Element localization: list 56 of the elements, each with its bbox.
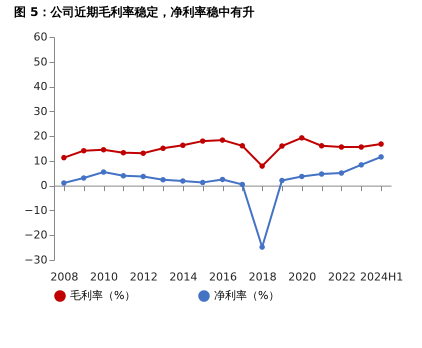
point bbox=[80, 148, 86, 154]
point bbox=[180, 178, 186, 184]
x-tick-label: 2022 bbox=[328, 270, 356, 284]
x-tick-label: 2012 bbox=[130, 270, 158, 284]
y-tick-label: −30 bbox=[24, 254, 48, 266]
point bbox=[378, 154, 384, 160]
point bbox=[180, 142, 186, 148]
legend-label: 净利率（%） bbox=[214, 289, 280, 302]
y-tick-label: 30 bbox=[34, 104, 48, 118]
point bbox=[338, 170, 344, 176]
point bbox=[259, 244, 265, 250]
x-tick-label: 2024H1 bbox=[360, 270, 404, 284]
y-tick-label: 60 bbox=[34, 30, 48, 44]
y-tick-label: −10 bbox=[24, 204, 48, 217]
point bbox=[299, 135, 305, 141]
x-tick-label: 2014 bbox=[169, 270, 198, 284]
point bbox=[220, 137, 226, 143]
legend-label: 毛利率（%） bbox=[70, 289, 136, 302]
x-tick-label: 2018 bbox=[248, 270, 277, 284]
point bbox=[120, 173, 126, 178]
point bbox=[160, 176, 166, 182]
y-tick-label: 20 bbox=[34, 130, 48, 143]
point bbox=[240, 143, 246, 149]
point bbox=[338, 144, 344, 150]
y-tick-label: 50 bbox=[34, 55, 48, 68]
point bbox=[259, 163, 265, 169]
x-tick-label: 2010 bbox=[90, 270, 118, 284]
point bbox=[61, 180, 67, 186]
x-tick-label: 2016 bbox=[209, 270, 237, 284]
y-tick-label: 0 bbox=[40, 179, 48, 192]
point bbox=[100, 169, 106, 175]
point bbox=[358, 162, 364, 168]
point bbox=[120, 150, 126, 156]
point bbox=[279, 143, 285, 149]
point bbox=[299, 174, 305, 180]
point bbox=[80, 175, 86, 181]
y-tick-label: 10 bbox=[34, 154, 48, 168]
x-tick-label: 2020 bbox=[288, 270, 316, 284]
point bbox=[200, 138, 206, 144]
point bbox=[358, 144, 364, 150]
point bbox=[140, 174, 146, 180]
y-tick-label: 40 bbox=[34, 80, 48, 94]
point bbox=[318, 143, 324, 149]
point bbox=[240, 182, 246, 188]
point bbox=[220, 176, 226, 182]
point bbox=[100, 147, 106, 152]
y-tick-label: −20 bbox=[24, 228, 48, 242]
point bbox=[140, 150, 146, 156]
x-tick-label: 2008 bbox=[50, 270, 78, 284]
point bbox=[279, 178, 285, 184]
point bbox=[200, 180, 206, 186]
point bbox=[61, 154, 67, 160]
point bbox=[378, 141, 384, 147]
chart-title: 图 5：公司近期毛利率稳定，净利率稳中有升 bbox=[14, 5, 255, 19]
point bbox=[318, 171, 324, 177]
point bbox=[160, 146, 166, 151]
